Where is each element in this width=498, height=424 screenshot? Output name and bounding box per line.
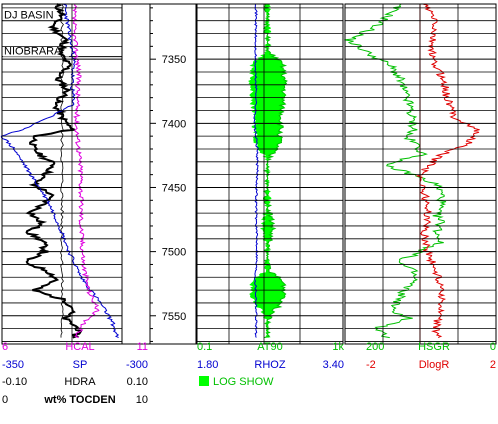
scale-header: 6 HCAL 11-350 SP -300-0.10 HDRA 0.100 wt% TOCDE… [2, 341, 496, 406]
scale-left-value: 0.1 [197, 341, 212, 353]
depth-track-border [149, 3, 197, 345]
scale-left-value: -0.10 [2, 376, 27, 388]
scale-left-value: 1.80 [197, 359, 218, 371]
scale-right-value: 2 [490, 359, 496, 371]
depth-tick-label: 7500 [162, 247, 186, 259]
track-3-resistivity-density [248, 3, 288, 339]
log-show-fill [248, 4, 287, 338]
formation-top-label: DJ BASIN [4, 10, 54, 22]
track-4-gamma-dlogr [344, 3, 480, 344]
scale-left-value: 0 [2, 394, 8, 406]
hcal-curve [70, 3, 100, 339]
log-show-swatch [199, 376, 209, 386]
scale-right-value: 1k [332, 341, 344, 353]
depth-tick-label: 7400 [162, 118, 186, 130]
curve-name: RHOZ [254, 359, 285, 371]
log-show-legend: LOG SHOW [213, 376, 274, 388]
track-border [196, 3, 344, 345]
scale-right-value: 10 [136, 394, 148, 406]
track-border [1, 3, 123, 345]
formation-label-bg [3, 45, 69, 57]
formation-top-label: NIOBRARA [4, 46, 62, 58]
track-4-frame [344, 3, 497, 345]
curve-name: AT90 [257, 341, 282, 353]
formation-label-bg [3, 9, 69, 21]
depth-tick-label: 7450 [162, 182, 186, 194]
curve-name: HCAL [65, 341, 94, 353]
scale-left-value: -2 [366, 359, 376, 371]
curve-name: SP [73, 359, 88, 371]
scale-right-value: 0 [490, 341, 496, 353]
curve-name: HSGR [418, 341, 450, 353]
track-border [344, 3, 497, 345]
dlogr-curve [415, 3, 480, 339]
track-1-curves: DJ BASIN NIOBRARA [0, 3, 122, 339]
depth-track: 7350 7400 7450 7500 7550 [150, 7, 186, 342]
curve-name: DlogR [419, 359, 450, 371]
scale-left-value: -350 [2, 359, 24, 371]
track-frames [1, 3, 497, 345]
scale-left-value: 200 [366, 341, 384, 353]
track-1-frame [1, 3, 123, 345]
scale-right-value: 11 [137, 341, 148, 353]
curve-name: HDRA [64, 376, 96, 388]
scale-left-value: 6 [2, 341, 8, 353]
scale-right-value: 3.40 [323, 359, 344, 371]
curve-name: wt% TOCDEN [43, 394, 115, 406]
scale-right-value: 0.10 [127, 376, 148, 388]
depth-tick-label: 7550 [162, 311, 186, 323]
scale-right-value: -300 [126, 359, 148, 371]
track-3-frame [196, 3, 344, 345]
depth-tick-label: 7350 [162, 54, 186, 66]
